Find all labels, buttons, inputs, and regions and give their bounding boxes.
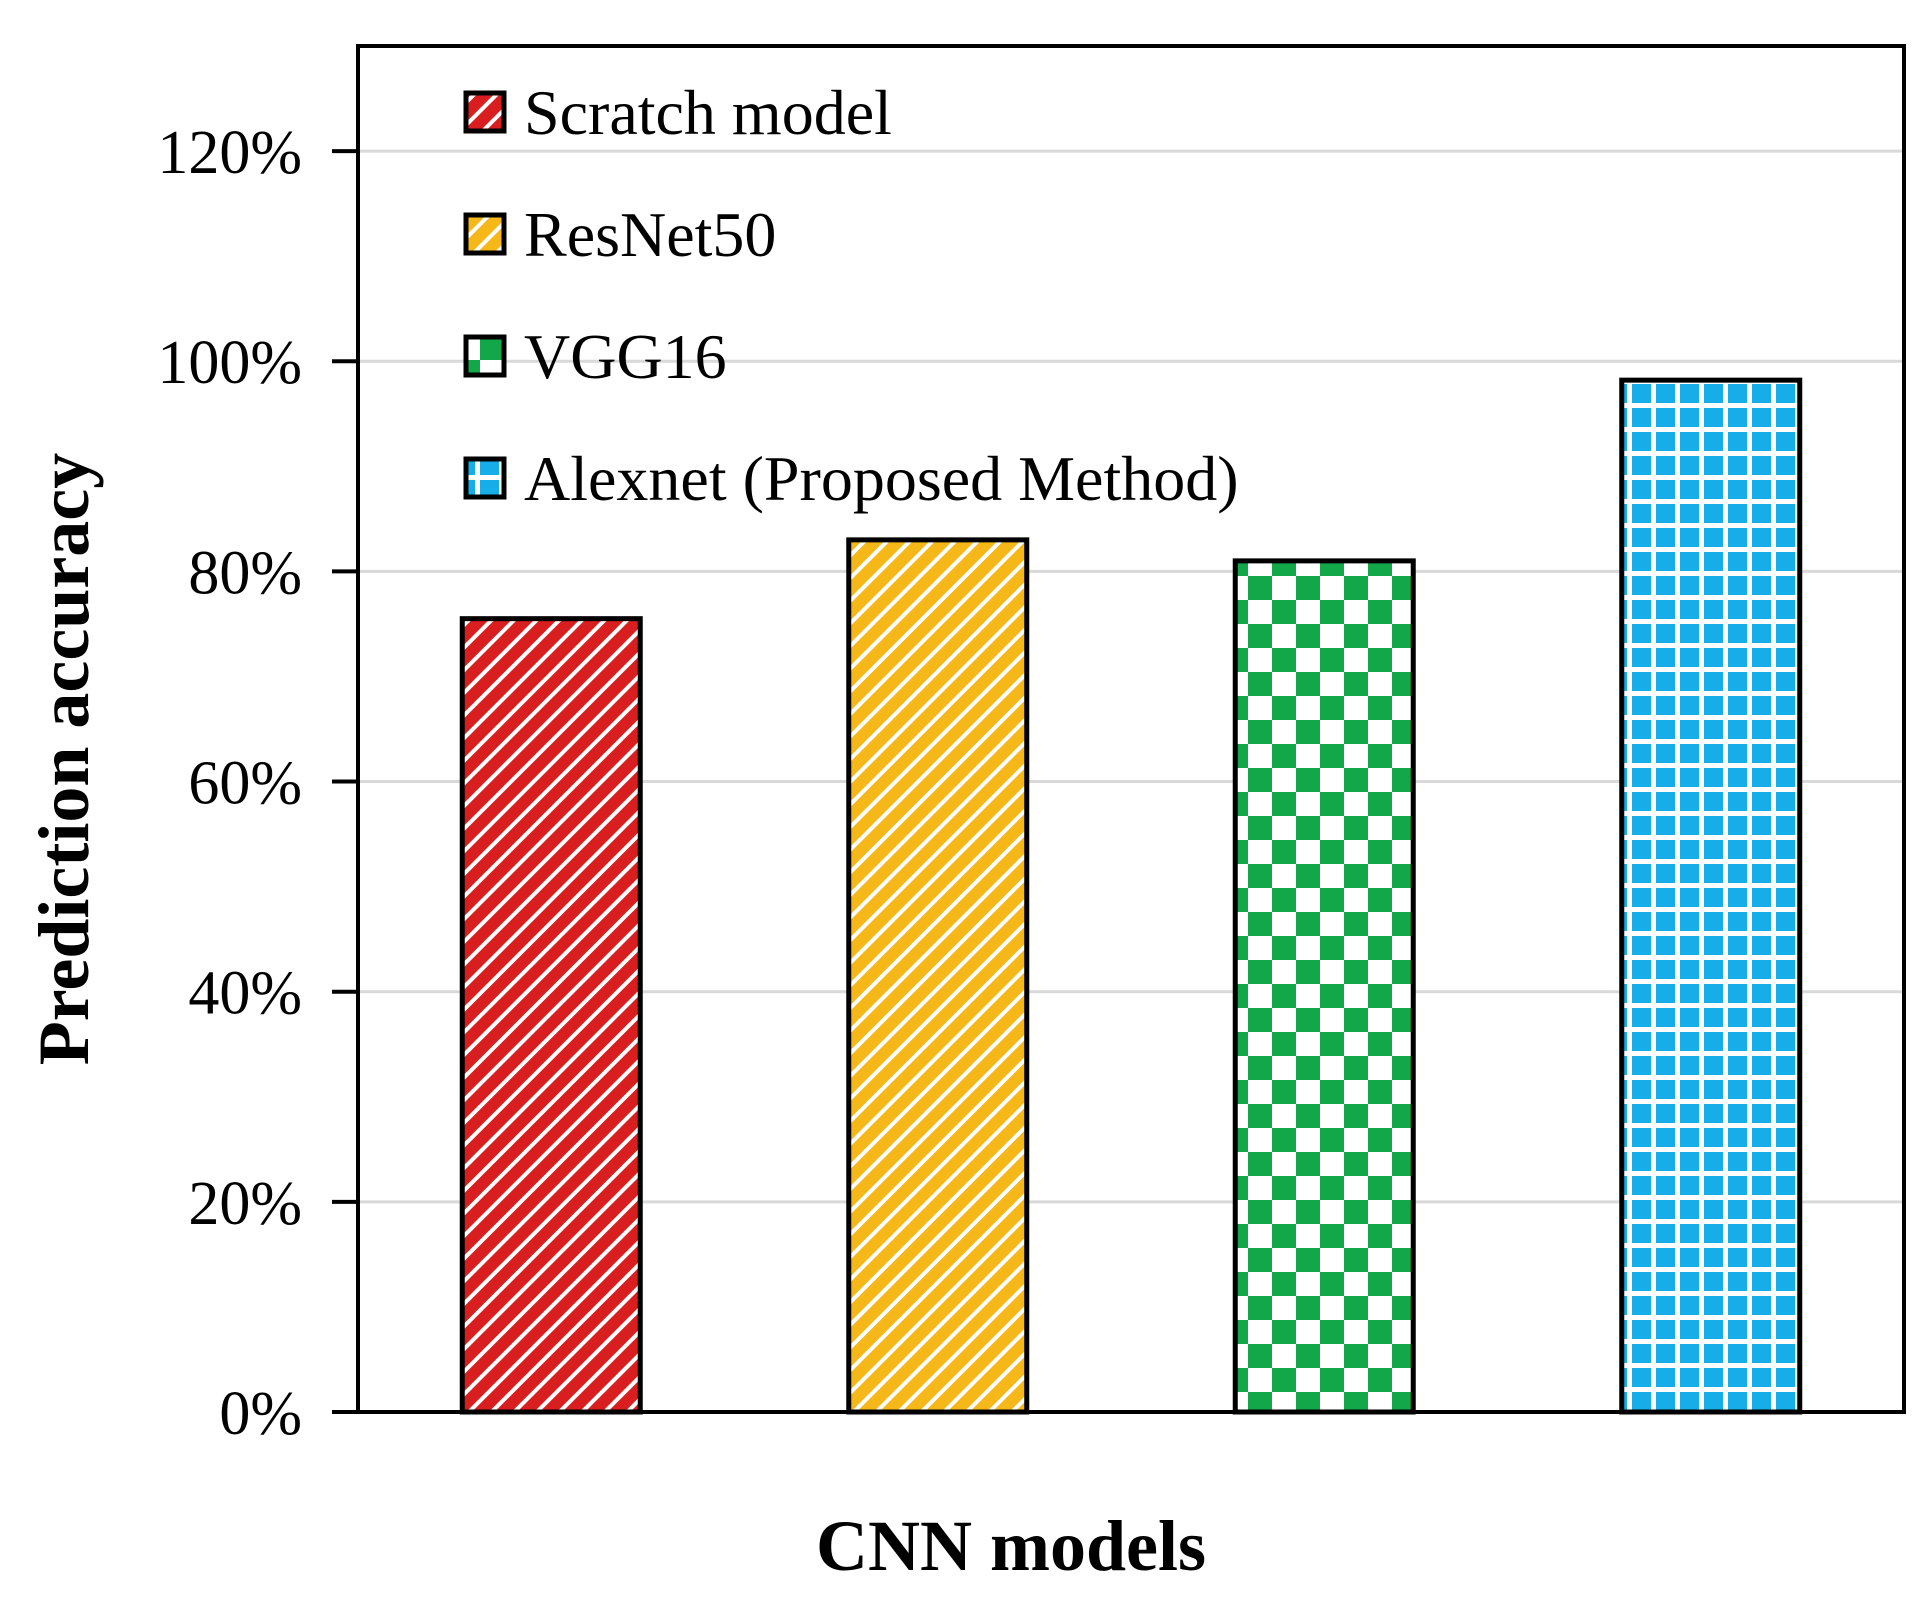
y-tick-label: 60% — [188, 750, 302, 818]
y-axis-title: Prediction accuracy — [24, 453, 104, 1066]
legend-swatch — [463, 334, 507, 378]
bar-scratch-model — [459, 616, 643, 1415]
legend-swatch — [463, 90, 507, 134]
legend-swatch — [463, 456, 507, 500]
plot-frame — [356, 44, 1906, 1414]
y-tick-label: 100% — [157, 329, 302, 397]
y-axis: 0% 20% 40% 60% 80% 100% 120% — [157, 119, 358, 1448]
y-tick-label: 0% — [219, 1380, 302, 1448]
y-tick-label: 80% — [188, 539, 302, 607]
legend-label: VGG16 — [524, 321, 727, 392]
bar-alexnet-proposed-method — [1619, 377, 1803, 1415]
y-tick-label: 120% — [157, 119, 302, 187]
y-tick-label: 20% — [188, 1170, 302, 1238]
legend-label: Scratch model — [524, 77, 892, 148]
y-tick-label: 40% — [188, 960, 302, 1028]
legend-label: ResNet50 — [524, 199, 776, 270]
legend-swatch — [463, 212, 507, 256]
bars — [459, 377, 1803, 1415]
legend-label: Alexnet (Proposed Method) — [524, 443, 1239, 514]
legend: Scratch model ResNet50 VGG16 Alexnet (Propo… — [463, 77, 1239, 514]
x-axis-title: CNN models — [816, 1506, 1206, 1586]
bar-vgg16 — [1232, 558, 1416, 1415]
bar-resnet50 — [846, 537, 1030, 1415]
